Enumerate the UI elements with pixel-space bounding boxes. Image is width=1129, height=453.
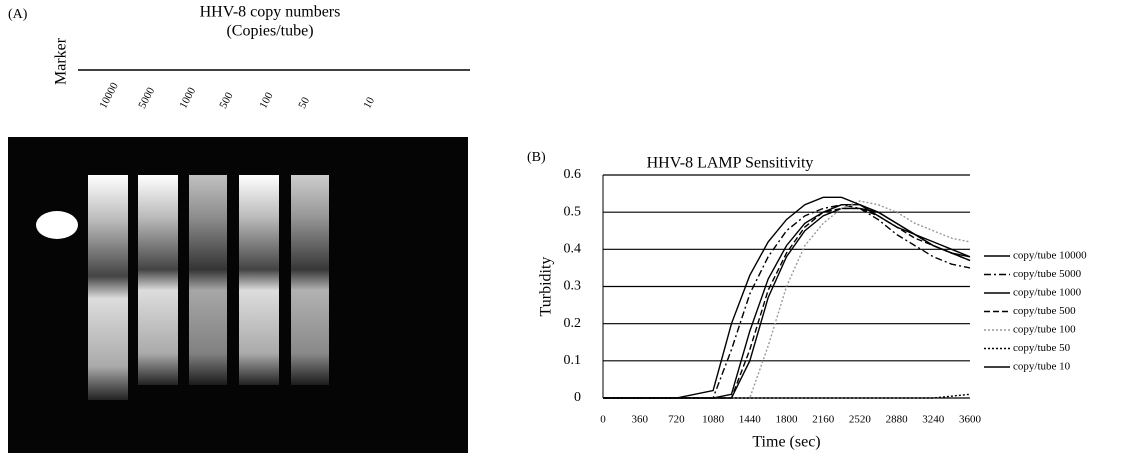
x-tick-label: 1440 [739,414,762,426]
y-tick-label: 0.1 [564,353,582,368]
x-tick-label: 2520 [849,414,872,426]
gel-subtitle: (Copies/tube) [226,23,313,40]
lane-label: 500 [217,90,236,111]
lane [239,175,279,385]
lane [291,175,329,385]
lane-label: 50 [296,95,312,111]
x-tick-label: 2160 [812,414,835,426]
y-tick-label: 0.3 [564,279,582,294]
lane [138,175,178,385]
x-tick-label: 1800 [776,414,799,426]
y-tick-label: 0.2 [564,316,582,331]
y-tick-label: 0.4 [564,242,582,257]
gel-image [8,137,468,453]
x-tick-label: 0 [600,414,606,426]
marker-band [36,211,78,239]
x-axis-label: Time (sec) [752,434,820,451]
y-axis-label: Turbidity [538,257,555,317]
line-series [603,197,970,398]
lane-label: 10000 [97,80,121,110]
lane-label: 1000 [177,85,198,110]
lane [189,175,227,385]
panel-label: (B) [527,150,546,165]
line-series [603,201,970,398]
chart-title: HHV-8 LAMP Sensitivity [647,155,814,172]
x-tick-label: 720 [668,414,685,426]
y-tick-label: 0.6 [564,167,582,182]
line-series [603,208,970,398]
lane [88,175,128,400]
panel-label: (A) [8,7,28,22]
x-tick-label: 3240 [922,414,945,426]
lane-label: 10 [361,95,377,111]
marker-label: Marker [53,37,70,85]
legend-label: copy/tube 100 [1013,324,1076,336]
lane-label: 5000 [136,85,157,110]
legend-label: copy/tube 50 [1013,342,1071,354]
lane-label: 100 [257,90,276,111]
x-tick-label: 1080 [702,414,725,426]
x-tick-label: 2880 [886,414,909,426]
figure: (A) HHV-8 copy numbers (Copies/tube) Mar… [0,0,1129,453]
legend-label: copy/tube 10000 [1013,250,1087,262]
x-tick-label: 3600 [959,414,982,426]
line-series [603,208,970,398]
legend-label: copy/tube 5000 [1013,268,1082,280]
x-tick-label: 360 [631,414,648,426]
legend-label: copy/tube 10 [1013,361,1071,373]
y-tick-label: 0 [574,390,581,405]
legend-label: copy/tube 500 [1013,305,1076,317]
legend-label: copy/tube 1000 [1013,287,1082,299]
gel-title: HHV-8 copy numbers [200,4,341,21]
y-tick-label: 0.5 [564,204,582,219]
